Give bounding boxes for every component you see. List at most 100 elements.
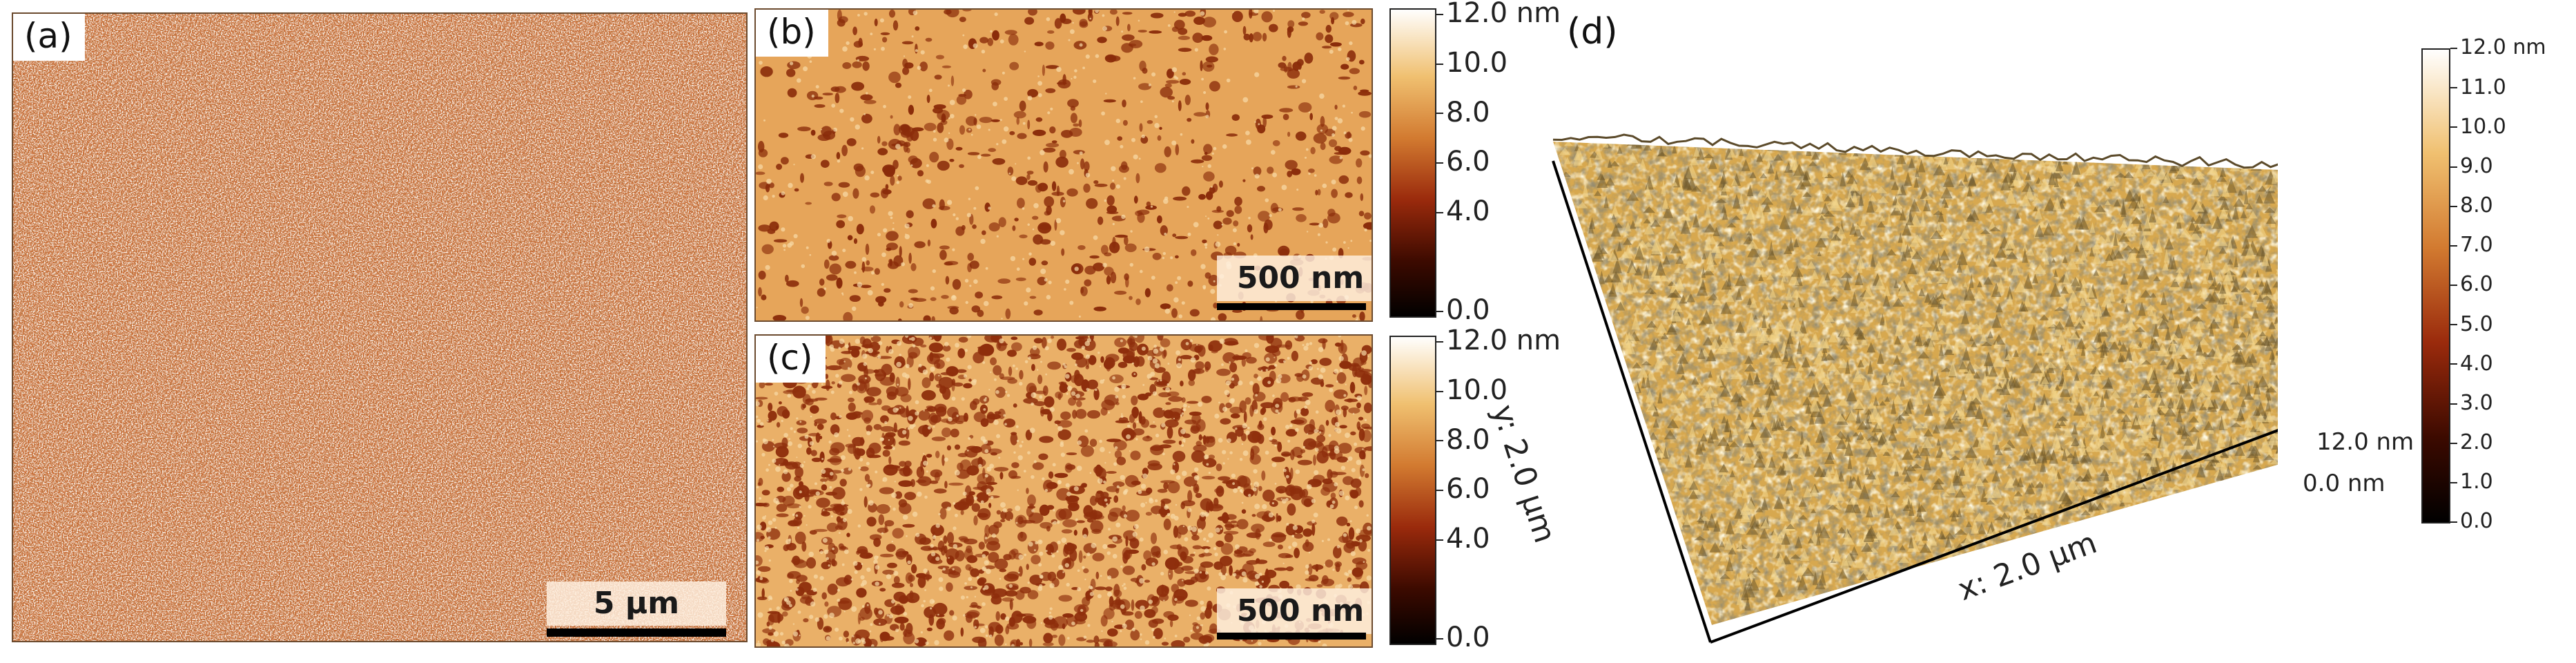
surface-pit — [894, 616, 909, 624]
surface-spike — [1658, 273, 1669, 282]
surface-spike — [2113, 231, 2118, 246]
surface-grain — [1352, 19, 1357, 25]
surface-grain — [1075, 363, 1077, 366]
surface-pit — [800, 173, 804, 183]
surface-grain — [1019, 444, 1023, 448]
surface-pit — [991, 119, 1000, 122]
surface-spike — [1983, 491, 1995, 498]
surface-grain — [1163, 599, 1165, 602]
surface-grain — [837, 159, 841, 163]
surface-spike — [2152, 323, 2160, 337]
surface-spike — [1764, 307, 1768, 315]
surface-pit — [1048, 471, 1054, 479]
surface-spike — [2124, 357, 2132, 369]
surface-spike — [2160, 387, 2167, 392]
surface-pit — [792, 385, 806, 398]
surface-pit — [1012, 225, 1016, 231]
surface-spike — [1717, 474, 1730, 486]
surface-pit — [1135, 298, 1141, 305]
surface-grain — [1157, 513, 1159, 515]
surface-pit — [1216, 368, 1231, 376]
surface-grain — [962, 491, 967, 496]
surface-pit — [799, 582, 812, 593]
surface-spike — [1795, 506, 1802, 510]
surface-grain — [788, 438, 790, 440]
surface-spike — [1759, 528, 1770, 539]
surface-grain — [1217, 234, 1219, 236]
surface-pit — [1360, 89, 1369, 93]
surface-pit — [760, 66, 773, 77]
surface-spike — [2101, 294, 2114, 307]
surface-pit — [1151, 606, 1158, 614]
surface-pit — [1303, 423, 1316, 435]
surface-spike — [2238, 294, 2243, 305]
surface-spike — [2242, 235, 2251, 249]
surface-spike — [2023, 273, 2033, 289]
surface-pit — [880, 425, 895, 432]
surface-grain — [1046, 17, 1051, 21]
surface-grain — [1120, 604, 1125, 609]
surface-spike — [1753, 315, 1758, 320]
surface-pit — [1042, 642, 1054, 646]
surface-grain — [1071, 391, 1076, 396]
surface-grain — [1239, 458, 1243, 461]
surface-grain — [883, 104, 886, 108]
surface-pit — [1178, 12, 1187, 17]
surface-pit — [1200, 60, 1203, 71]
surface-grain — [1329, 504, 1334, 509]
surface-spike — [2198, 338, 2209, 345]
surface-spike — [1733, 485, 1743, 497]
surface-pit — [1277, 441, 1282, 452]
surface-spike — [2174, 323, 2183, 338]
surface-grain — [1305, 570, 1309, 575]
surface-pit — [1080, 287, 1084, 294]
surface-grain — [970, 133, 973, 136]
surface-pit — [1229, 362, 1238, 373]
surface-spike — [1627, 152, 1639, 164]
surface-spike — [1880, 313, 1886, 326]
surface-pit — [926, 570, 930, 582]
surface-pit — [1161, 642, 1169, 646]
surface-grain — [1180, 414, 1183, 417]
surface-pit — [904, 492, 917, 501]
surface-pit — [891, 582, 905, 588]
surface-grain — [1251, 640, 1253, 642]
surface-grain — [1000, 502, 1006, 508]
surface-spike — [1563, 142, 1573, 146]
surface-spike — [2059, 175, 2069, 181]
surface-grain — [1305, 343, 1309, 347]
surface-pit — [998, 217, 1006, 228]
surface-pit — [1192, 622, 1198, 626]
surface-pit — [1157, 488, 1168, 493]
surface-spike — [2040, 457, 2047, 472]
surface-spike — [2167, 397, 2175, 409]
surface-pit — [1335, 563, 1340, 573]
surface-grain — [1115, 395, 1118, 399]
surface-grain — [1205, 115, 1209, 119]
surface-pit — [849, 295, 861, 302]
surface-spike — [2085, 361, 2094, 369]
surface-pit — [977, 512, 988, 518]
surface-grain — [984, 625, 988, 628]
surface-grain — [1045, 373, 1048, 376]
surface-grain — [1164, 637, 1167, 640]
surface-pit — [972, 224, 977, 229]
surface-pit — [1122, 355, 1137, 364]
surface-spike — [1853, 224, 1862, 230]
surface-pit — [973, 515, 978, 526]
surface-spike — [2130, 349, 2139, 361]
surface-grain — [1084, 340, 1091, 347]
surface-grain — [1037, 539, 1043, 545]
surface-grain — [1104, 462, 1106, 464]
surface-spike — [2154, 216, 2165, 224]
surface-pit — [882, 37, 888, 43]
surface-pit — [1097, 638, 1113, 643]
surface-pit — [1062, 74, 1066, 86]
surface-pit — [1252, 32, 1262, 41]
surface-pit — [831, 193, 841, 202]
surface-pit — [1181, 566, 1193, 571]
surface-grain — [792, 623, 795, 625]
surface-grain — [1031, 392, 1037, 398]
surface-grain — [1136, 421, 1139, 423]
surface-spike — [2089, 222, 2096, 233]
